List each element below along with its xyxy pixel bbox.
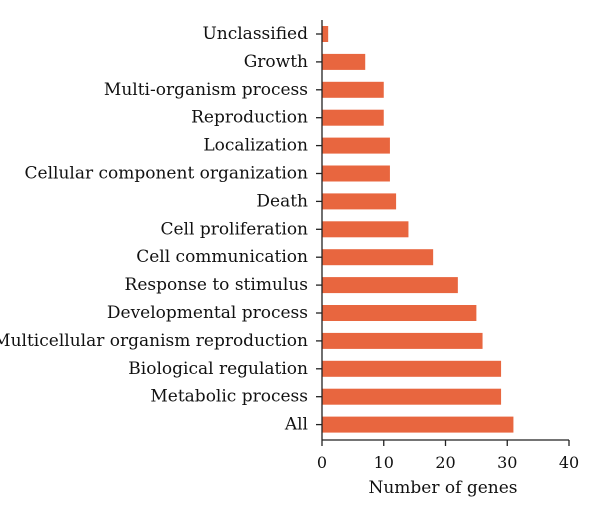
x-axis-title: Number of genes [368, 478, 517, 498]
bar [322, 277, 458, 293]
bar [322, 110, 384, 126]
x-tick-label: 20 [435, 453, 455, 472]
x-tick-label: 30 [497, 453, 517, 472]
bar [322, 82, 384, 98]
category-labels: Unclassified Growth Multi-organism process… [0, 24, 322, 435]
bar [322, 417, 513, 433]
category-label: Response to stimulus [125, 275, 308, 295]
category-label: Cellular component organization [25, 164, 309, 184]
x-tick-label: 0 [317, 453, 327, 472]
category-label: Localization [203, 136, 308, 156]
bar [322, 138, 390, 154]
x-ticks: 0 10 20 30 40 [317, 440, 579, 472]
category-label: Death [256, 191, 308, 211]
bar [322, 221, 408, 237]
bar [322, 166, 390, 182]
category-label: Metabolic process [150, 387, 308, 407]
category-label: Biological regulation [128, 359, 308, 379]
bar [322, 333, 483, 349]
category-label: Developmental process [107, 303, 308, 323]
bar [322, 193, 396, 209]
x-tick-label: 10 [374, 453, 394, 472]
bar [322, 249, 433, 265]
category-label: Multi-organism process [104, 80, 308, 100]
category-label: All [284, 415, 308, 435]
category-label: Reproduction [191, 108, 308, 128]
x-tick-label: 40 [559, 453, 579, 472]
bar [322, 54, 365, 70]
category-label: Cell proliferation [160, 219, 308, 239]
category-label: Growth [244, 52, 308, 72]
bar [322, 305, 476, 321]
bar [322, 389, 501, 405]
bar [322, 26, 328, 42]
category-label: Multicellular organism reproduction [0, 331, 308, 351]
category-label: Cell communication [136, 247, 308, 267]
bars-group [322, 26, 513, 433]
category-label: Unclassified [202, 24, 308, 44]
bar [322, 361, 501, 377]
